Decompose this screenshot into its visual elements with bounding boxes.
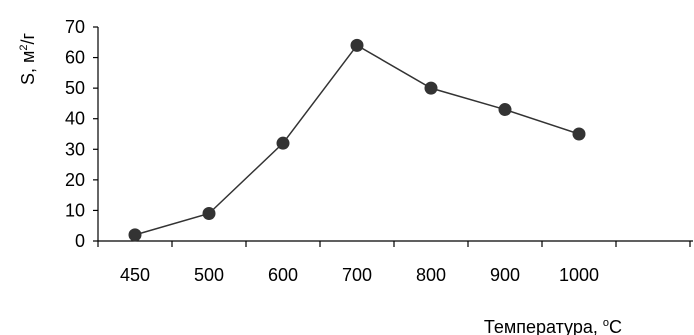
y-axis-title: S, м2/г [18,32,38,85]
y-tick-label: 40 [65,109,85,129]
x-axis-title: Температура, oС [484,317,622,335]
x-tick-label: 500 [194,265,224,285]
x-tick-label: 450 [120,265,150,285]
x-tick-label: 800 [416,265,446,285]
x-tick-label: 700 [342,265,372,285]
data-point [424,81,438,95]
y-tick-label: 50 [65,78,85,98]
y-tick-label: 0 [75,231,85,251]
y-tick-label: 20 [65,170,85,190]
y-tick-label: 30 [65,139,85,159]
series-line-path [134,44,580,236]
y-tick-label: 60 [65,48,85,68]
data-point [276,136,290,150]
x-tick-label: 600 [268,265,298,285]
data-point [202,206,216,220]
data-point [128,228,142,242]
y-tick-label: 10 [65,200,85,220]
y-tick-label: 70 [65,17,85,37]
data-point [350,38,364,52]
data-point [498,103,512,117]
series-line [128,38,586,242]
axes [97,27,693,242]
data-point [572,127,586,141]
x-tick-label: 1000 [559,265,599,285]
x-tick-label: 900 [490,265,520,285]
x-axis-ticks: 450 500 600 700 800 900 1000 [97,241,691,285]
y-axis-ticks: 0 10 20 30 40 50 60 70 [65,17,98,251]
